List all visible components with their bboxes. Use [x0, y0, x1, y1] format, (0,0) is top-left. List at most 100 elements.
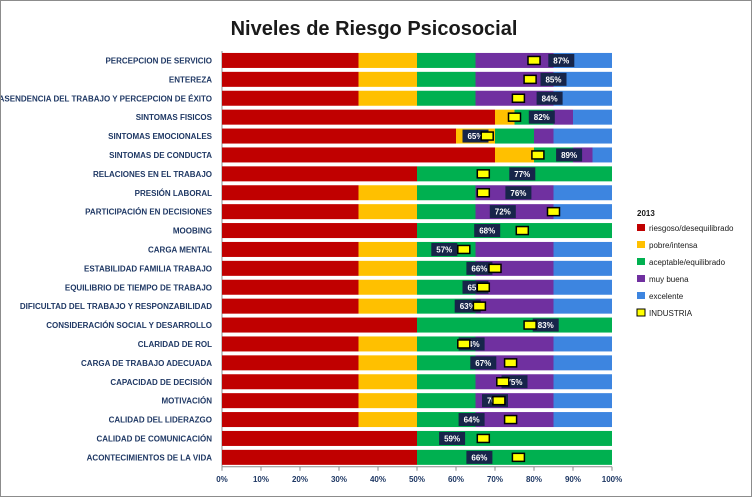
bar-segment — [553, 374, 612, 390]
industria-marker — [531, 150, 545, 160]
category-label: ENTEREZA — [169, 75, 212, 84]
industria-value-label: 67% — [475, 359, 491, 368]
industria-value-box — [470, 356, 497, 370]
bar-segment — [222, 430, 417, 446]
industria-value-label: 57% — [436, 245, 452, 254]
bar-segment — [222, 336, 359, 352]
industria-value-box — [528, 110, 555, 124]
industria-value-label: 64% — [464, 340, 480, 349]
x-tick-label: 50% — [409, 475, 425, 484]
bar-segment — [417, 90, 476, 106]
industria-value-box — [536, 91, 563, 105]
chart-title: Niveles de Riesgo Psicosocial — [231, 18, 518, 40]
category-label: CALIDAD DEL LIDERAZGO — [109, 416, 212, 425]
bar-segment — [417, 260, 476, 276]
industria-marker — [503, 358, 518, 368]
bar-segment — [553, 412, 612, 428]
industria-value-label: 87% — [553, 56, 569, 65]
bar-segment — [417, 71, 476, 87]
industria-marker — [496, 377, 510, 387]
industria-value-label: 68% — [479, 227, 495, 236]
bar-segment — [573, 109, 612, 125]
bar-segment — [553, 109, 573, 125]
industria-marker — [546, 206, 561, 217]
industria-value-box — [540, 72, 567, 86]
category-label: PRESIÓN LABORAL — [135, 189, 212, 198]
industria-value-label: 83% — [538, 321, 554, 330]
legend-label: muy buena — [649, 275, 689, 284]
bar-segment — [553, 128, 612, 144]
bar-segment — [222, 128, 456, 144]
industria-marker — [457, 244, 471, 255]
bar-segment — [495, 128, 534, 144]
bar-segment — [553, 241, 612, 257]
bar-segment — [358, 336, 417, 352]
legend-label: INDUSTRIA — [649, 309, 693, 318]
bar-segment — [358, 374, 417, 390]
industria-marker — [476, 169, 491, 179]
industria-marker — [523, 74, 537, 85]
legend-label: pobre/intensa — [649, 241, 698, 250]
bar-segment — [222, 52, 359, 68]
industria-marker — [476, 188, 491, 198]
industria-value-label: 85% — [545, 75, 561, 84]
bar-segment — [495, 147, 534, 163]
bar-segment — [553, 298, 612, 314]
bar-segment — [475, 241, 554, 257]
industria-value-box — [509, 167, 536, 181]
bar-segment — [222, 71, 359, 87]
industria-value-label: 66% — [471, 264, 487, 273]
legend-swatch — [637, 275, 645, 282]
industria-value-label: 65% — [467, 283, 483, 292]
x-tick-label: 70% — [487, 475, 503, 484]
industria-value-box — [556, 148, 583, 162]
category-labels: PERCEPCION DE SERVICIO ENTEREZA TRASENDENC… — [1, 56, 213, 462]
bar-segment — [417, 355, 476, 371]
bar-segment — [417, 317, 612, 333]
bar-segment — [222, 109, 495, 125]
x-tick-label: 80% — [526, 475, 542, 484]
industria-value-box — [466, 450, 493, 464]
x-axis-ticks: 0% 10% 20% 30% 40% 50% 60% 70% 80% 90% 100% — [216, 466, 622, 484]
industria-value-box — [489, 205, 516, 219]
industria-value-label: 84% — [542, 94, 558, 103]
category-label: SINTOMAS FISICOS — [136, 113, 213, 122]
industria-value-box — [505, 186, 532, 200]
bar-segment — [358, 90, 417, 106]
legend-label: excelente — [649, 292, 684, 301]
bar-segment — [222, 147, 495, 163]
bar-segment — [358, 412, 417, 428]
industria-marker — [476, 282, 491, 292]
industria-marker — [523, 320, 537, 330]
category-label: RELACIONES EN EL TRABAJO — [93, 170, 212, 179]
industria-marker — [480, 131, 494, 141]
bar-segment — [358, 393, 417, 409]
bar-segment — [358, 52, 417, 68]
bar-segment — [592, 147, 612, 163]
industria-marker — [457, 339, 471, 349]
category-label: MOTIVACIÓN — [161, 397, 212, 406]
industria-value-label: 63% — [460, 302, 476, 311]
bar-segment — [553, 393, 612, 409]
bars-layer: 87% 85% 84% 82% 65% 89% 77% 76% 72% 68% 57% 66% 65% 6… — [222, 52, 612, 465]
industria-value-label: 64% — [464, 416, 480, 425]
legend-swatch — [636, 308, 646, 317]
industria-value-box — [548, 53, 575, 67]
industria-value-label: 65% — [467, 132, 483, 141]
industria-marker — [476, 433, 491, 444]
industria-value-box — [532, 318, 559, 332]
x-tick-label: 60% — [448, 475, 464, 484]
legend-label: aceptable/equilibrado — [649, 258, 726, 267]
bar-segment — [222, 298, 359, 314]
category-label: MOOBING — [173, 227, 212, 236]
industria-value-label: 89% — [561, 151, 577, 160]
bar-segment — [553, 336, 612, 352]
bar-segment — [553, 185, 612, 201]
legend-swatch — [637, 258, 645, 265]
bar-segment — [222, 355, 359, 371]
industria-marker — [507, 112, 522, 122]
industria-marker — [472, 301, 487, 311]
bar-segment — [417, 223, 612, 239]
bar-segment — [475, 298, 554, 314]
bar-segment — [222, 185, 359, 201]
